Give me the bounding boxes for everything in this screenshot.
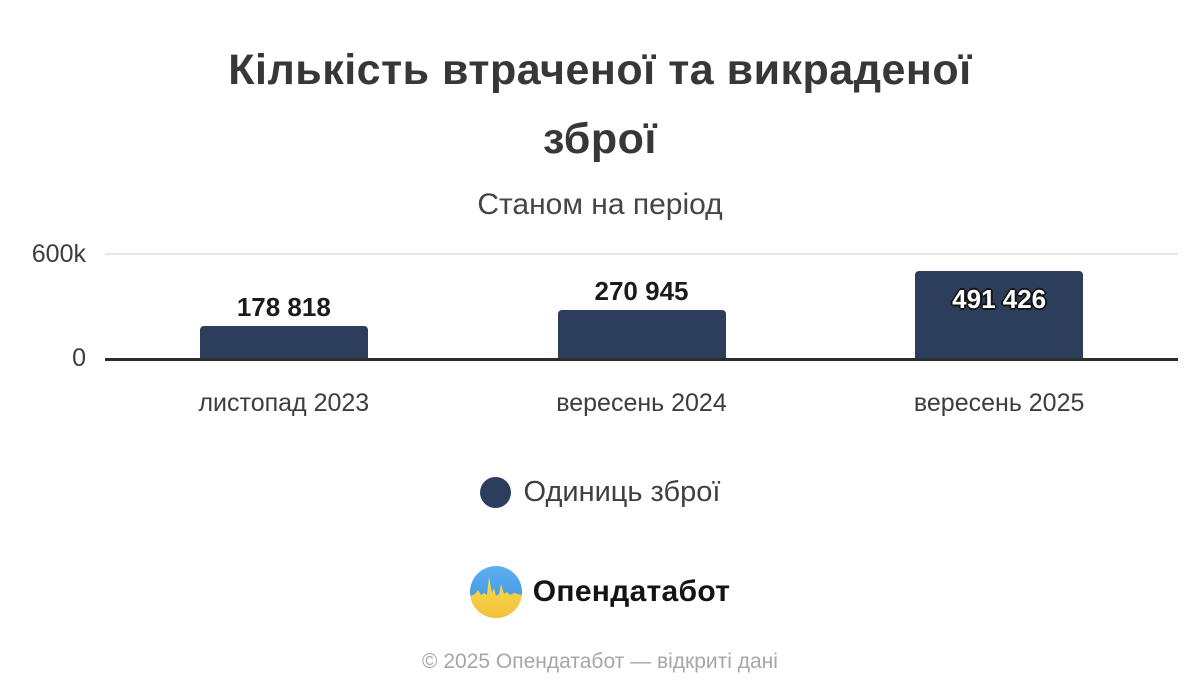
brand-row: Опендатабот — [0, 566, 1200, 618]
bar-value-label-1: 178 818 — [236, 292, 331, 323]
y-axis-tick-0: 0 — [72, 344, 86, 372]
legend-label: Одиниць зброї — [523, 476, 721, 508]
bar-1 — [199, 326, 368, 358]
x-axis-label-1: листопад 2023 — [198, 389, 370, 417]
gridline-600k — [105, 253, 1178, 255]
brand-name: Опендатабот — [532, 575, 731, 608]
bar-2 — [557, 310, 726, 358]
chart-title: Кількість втраченої та викраденої зброї — [0, 36, 1200, 174]
opendatabot-logo-icon — [469, 566, 522, 618]
x-axis-label-2: вересень 2024 — [556, 389, 727, 417]
bar-value-label-2: 270 945 — [594, 276, 689, 307]
legend-marker-circle — [479, 476, 511, 508]
bar-3 — [915, 271, 1084, 358]
chart-title-line1: Кількість втраченої та викраденої — [228, 46, 972, 94]
chart-subtitle: Станом на період — [477, 188, 723, 221]
legend: Одиниць зброї — [0, 474, 1200, 510]
plot-area: 178 818 листопад 2023 270 945 вересень 2024… — [105, 253, 1178, 417]
y-axis-tick-600k: 600k — [31, 240, 86, 268]
bar-value-label-3: 491 426 — [952, 284, 1047, 315]
footer-copyright: © 2025 Опендатабот — відкриті дані — [422, 650, 778, 673]
chart-title-line2: зброї — [543, 115, 657, 163]
x-axis-line — [105, 358, 1178, 361]
x-axis-label-3: вересень 2025 — [913, 389, 1085, 417]
